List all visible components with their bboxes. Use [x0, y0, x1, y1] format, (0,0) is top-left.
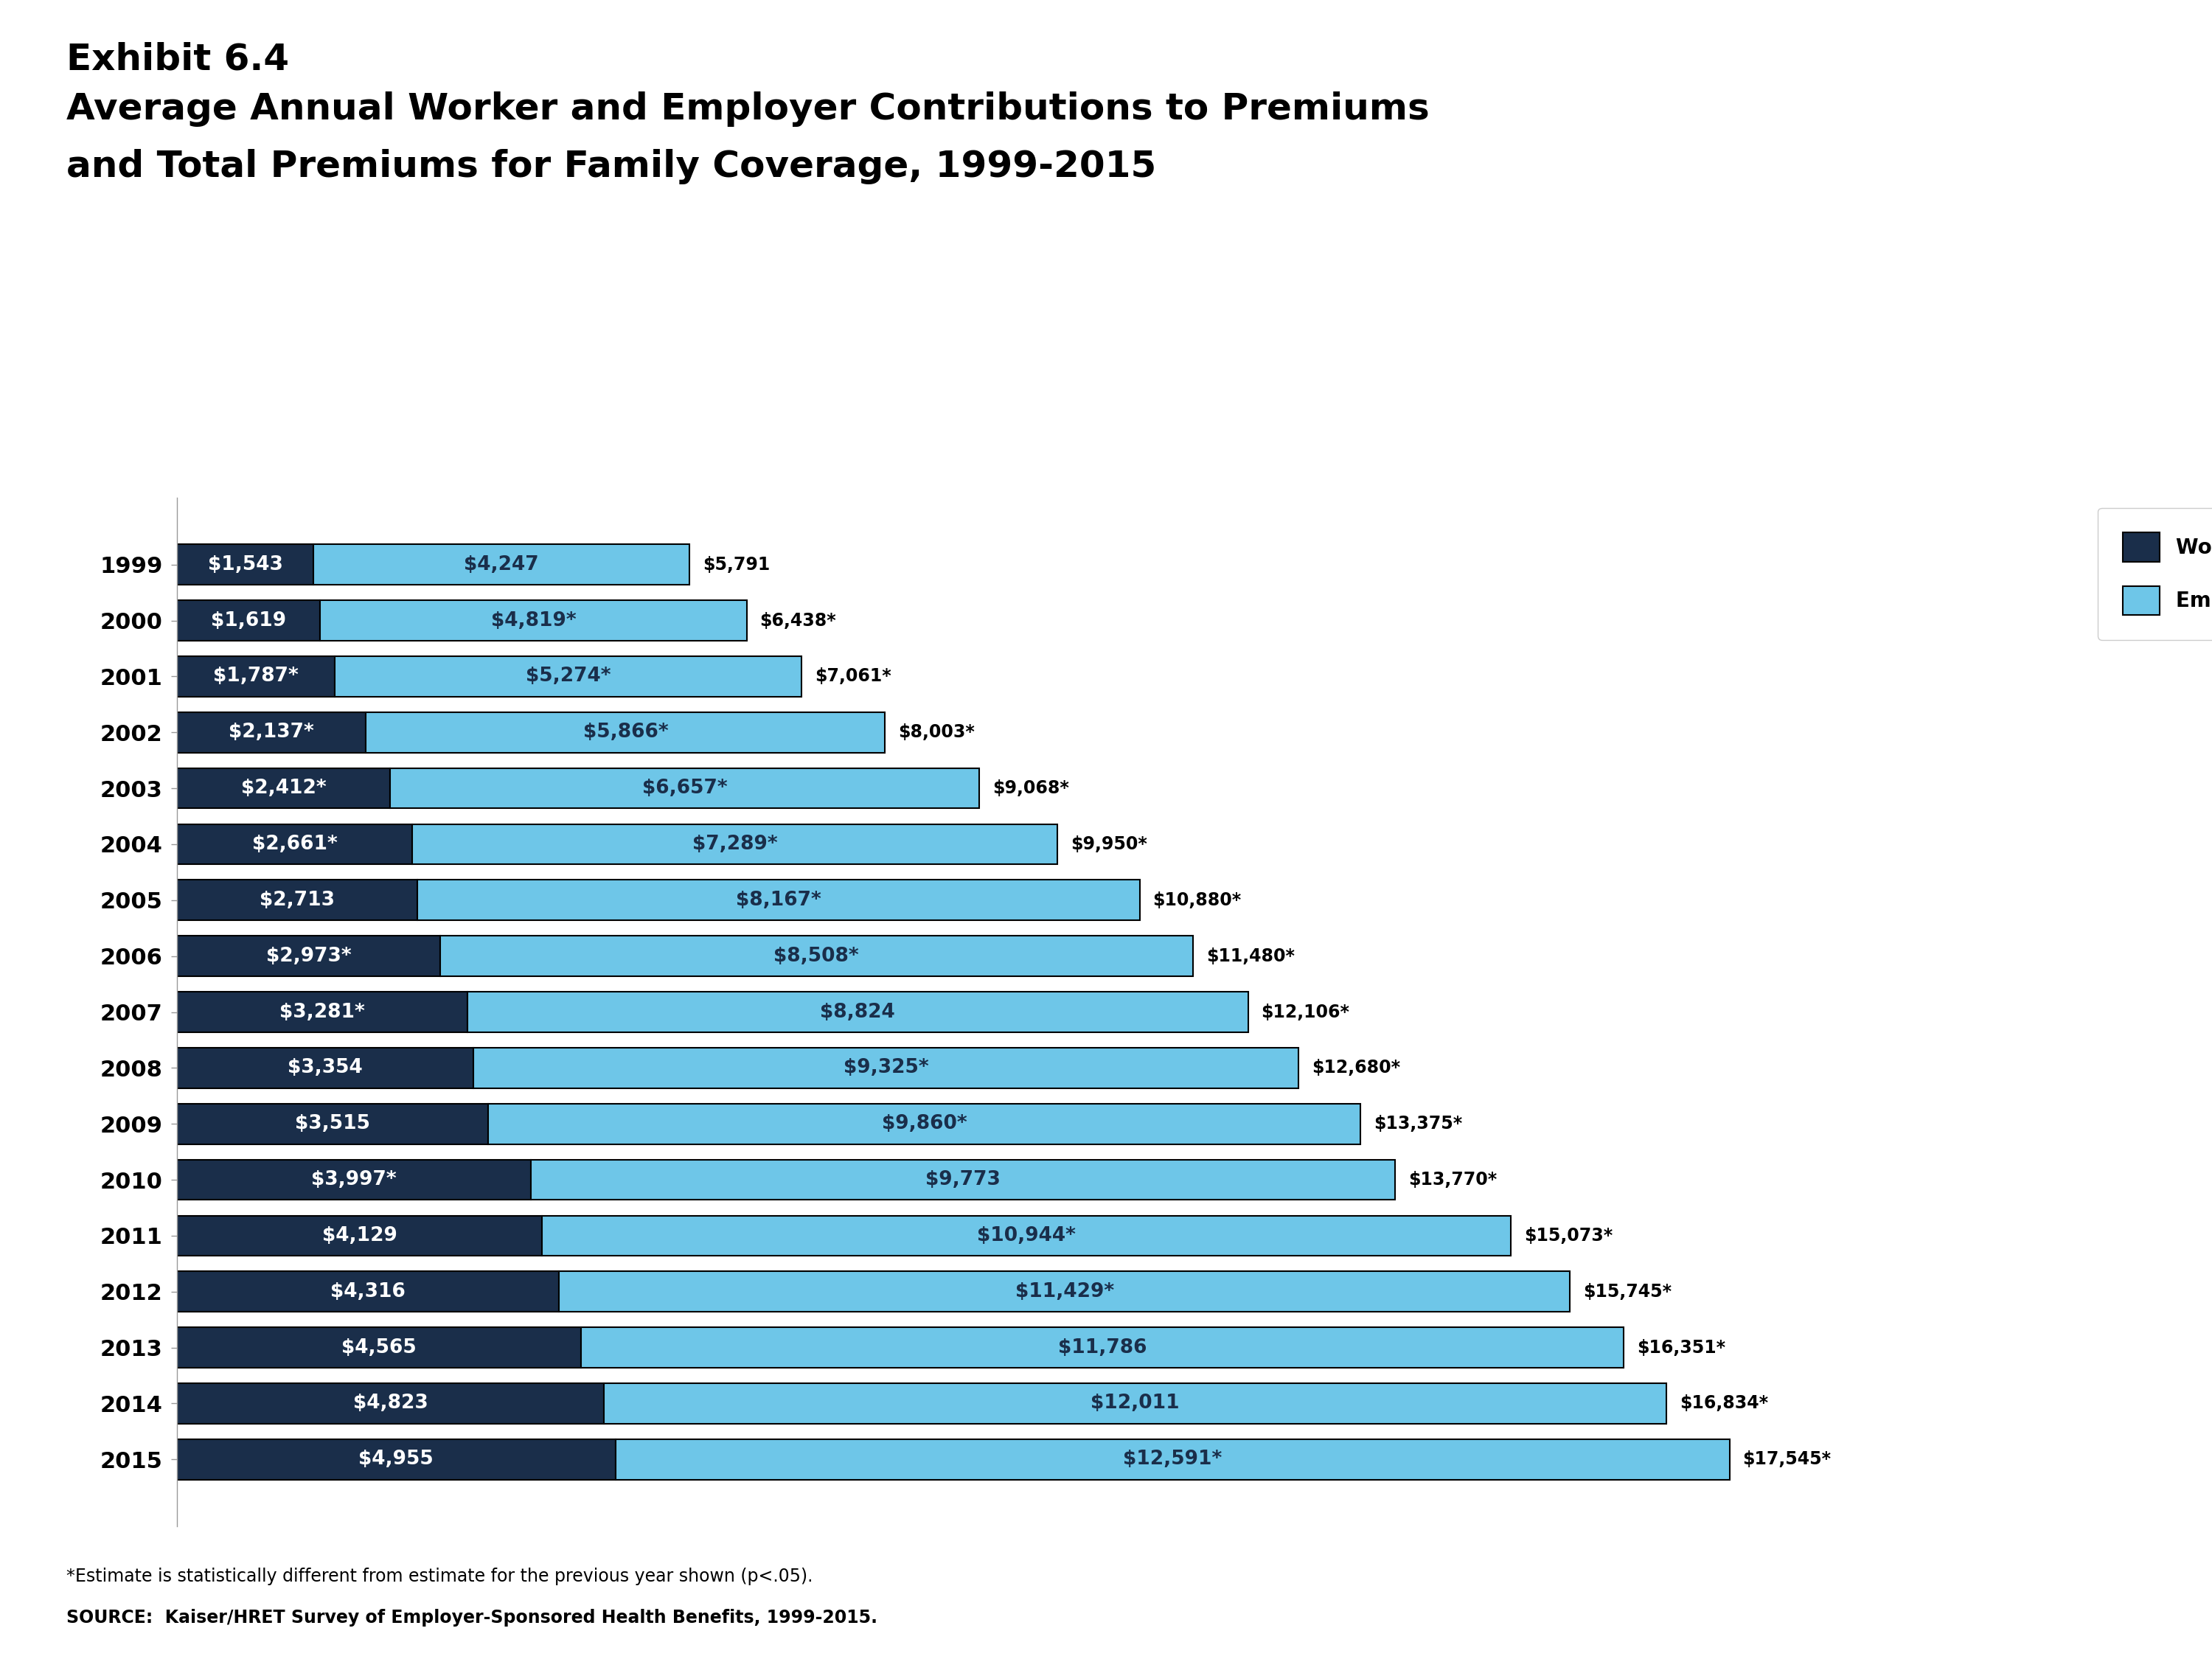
Bar — [411, 825, 1057, 864]
Text: $4,316: $4,316 — [330, 1282, 405, 1301]
Text: SOURCE:  Kaiser/HRET Survey of Employer-Sponsored Health Benefits, 1999-2015.: SOURCE: Kaiser/HRET Survey of Employer-S… — [66, 1609, 878, 1627]
Text: $3,515: $3,515 — [294, 1115, 369, 1133]
Bar — [177, 992, 467, 1032]
Text: $2,137*: $2,137* — [228, 723, 314, 742]
Text: Average Annual Worker and Employer Contributions to Premiums: Average Annual Worker and Employer Contr… — [66, 91, 1429, 126]
Text: $9,950*: $9,950* — [1071, 836, 1148, 853]
Text: $1,543: $1,543 — [208, 556, 283, 574]
Text: $12,106*: $12,106* — [1261, 1004, 1349, 1020]
Bar — [531, 1160, 1396, 1199]
Bar — [177, 657, 334, 697]
Text: $3,997*: $3,997* — [312, 1170, 396, 1190]
Text: $4,819*: $4,819* — [491, 611, 575, 630]
Text: FAMILY: FAMILY — [1997, 1599, 2051, 1613]
Text: *Estimate is statistically different from estimate for the previous year shown (: *Estimate is statistically different fro… — [66, 1568, 814, 1586]
Text: $10,880*: $10,880* — [1152, 891, 1241, 909]
Bar — [418, 879, 1139, 921]
Bar — [177, 1160, 531, 1199]
Text: $15,073*: $15,073* — [1524, 1228, 1613, 1244]
Bar — [314, 544, 690, 584]
Text: $2,661*: $2,661* — [252, 834, 338, 854]
Text: $1,619: $1,619 — [210, 611, 285, 630]
Bar — [615, 1440, 1730, 1480]
Text: $8,003*: $8,003* — [898, 723, 975, 742]
Bar — [467, 992, 1248, 1032]
Text: $11,786: $11,786 — [1057, 1337, 1146, 1357]
Bar — [177, 825, 411, 864]
Text: $10,944*: $10,944* — [978, 1226, 1075, 1246]
Text: $8,508*: $8,508* — [774, 947, 858, 966]
Bar — [177, 879, 418, 921]
Bar — [177, 1271, 560, 1312]
Text: $13,375*: $13,375* — [1374, 1115, 1462, 1133]
Bar — [604, 1384, 1666, 1423]
Bar — [582, 1327, 1624, 1367]
Text: $12,011: $12,011 — [1091, 1394, 1179, 1413]
Bar — [177, 1440, 615, 1480]
Text: $4,823: $4,823 — [354, 1394, 427, 1413]
Text: $9,068*: $9,068* — [993, 780, 1068, 796]
Text: $2,412*: $2,412* — [241, 778, 327, 798]
Text: $12,591*: $12,591* — [1124, 1450, 1221, 1468]
Text: $8,824: $8,824 — [821, 1002, 896, 1022]
Text: $9,325*: $9,325* — [843, 1058, 929, 1077]
Bar — [177, 544, 314, 584]
Text: $4,247: $4,247 — [465, 556, 540, 574]
Text: $4,955: $4,955 — [358, 1450, 434, 1468]
Text: $17,545*: $17,545* — [1743, 1450, 1832, 1468]
Text: $8,167*: $8,167* — [737, 891, 821, 909]
Text: $12,680*: $12,680* — [1312, 1058, 1400, 1077]
Bar — [177, 1216, 542, 1256]
Text: $4,129: $4,129 — [323, 1226, 398, 1246]
Text: $2,973*: $2,973* — [265, 947, 352, 966]
Bar — [440, 936, 1192, 975]
Bar — [365, 712, 885, 753]
Text: $16,351*: $16,351* — [1637, 1339, 1725, 1357]
Bar — [542, 1216, 1511, 1256]
Bar — [334, 657, 801, 697]
Text: $4,565: $4,565 — [341, 1337, 416, 1357]
Bar — [321, 601, 748, 640]
Bar — [489, 1103, 1360, 1145]
Text: $9,773: $9,773 — [925, 1170, 1000, 1190]
Legend: Worker Contribution, Employer Contribution: Worker Contribution, Employer Contributi… — [2097, 508, 2212, 640]
Text: $7,061*: $7,061* — [814, 667, 891, 685]
Text: KAISER: KAISER — [1997, 1576, 2051, 1589]
Text: $11,480*: $11,480* — [1206, 947, 1294, 966]
Text: $6,438*: $6,438* — [761, 612, 836, 629]
Bar — [473, 1048, 1298, 1088]
Text: $5,791: $5,791 — [703, 556, 770, 574]
Text: $3,354: $3,354 — [288, 1058, 363, 1077]
Text: and Total Premiums for Family Coverage, 1999-2015: and Total Premiums for Family Coverage, … — [66, 149, 1157, 184]
Bar — [177, 601, 321, 640]
Text: FOUNDATION: FOUNDATION — [1991, 1624, 2057, 1632]
Bar — [177, 1103, 489, 1145]
Bar — [389, 768, 980, 808]
Text: $13,770*: $13,770* — [1409, 1171, 1498, 1188]
Text: $9,860*: $9,860* — [883, 1115, 967, 1133]
Text: THE HENRY J.: THE HENRY J. — [1991, 1554, 2057, 1563]
Bar — [177, 1384, 604, 1423]
Bar — [177, 936, 440, 975]
Text: $2,713: $2,713 — [259, 891, 334, 909]
Bar — [177, 1327, 582, 1367]
Bar — [177, 712, 365, 753]
Bar — [177, 768, 389, 808]
Text: $6,657*: $6,657* — [641, 778, 728, 798]
Text: $7,289*: $7,289* — [692, 834, 776, 854]
Text: Exhibit 6.4: Exhibit 6.4 — [66, 41, 290, 76]
Text: $15,745*: $15,745* — [1584, 1282, 1672, 1301]
Bar — [560, 1271, 1571, 1312]
Bar — [177, 1048, 473, 1088]
Text: $16,834*: $16,834* — [1679, 1395, 1767, 1412]
Text: $5,866*: $5,866* — [584, 723, 668, 742]
Text: $11,429*: $11,429* — [1015, 1282, 1115, 1301]
Text: $1,787*: $1,787* — [212, 667, 299, 687]
Text: $5,274*: $5,274* — [526, 667, 611, 687]
Text: $3,281*: $3,281* — [279, 1002, 365, 1022]
